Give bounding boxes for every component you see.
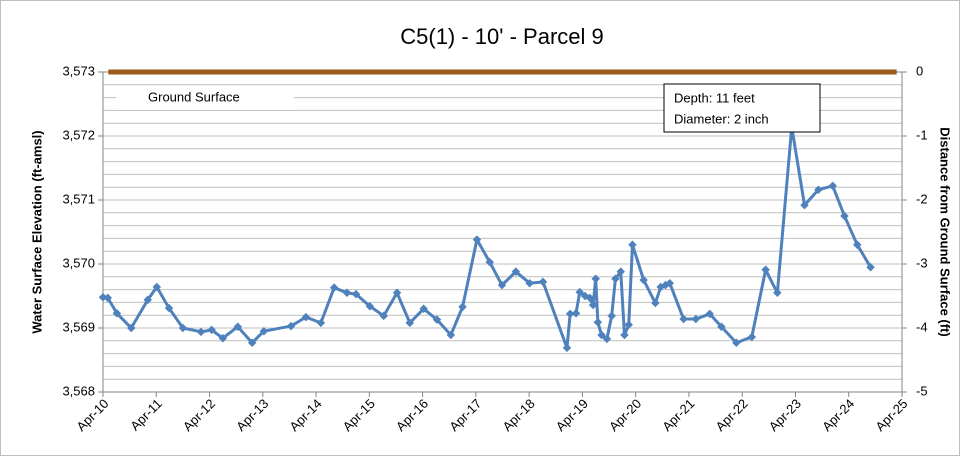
data-point: [497, 280, 507, 290]
y-tick-label: 3,568: [62, 383, 95, 398]
y2-tick-label: -4: [916, 319, 928, 334]
data-point: [152, 282, 162, 292]
data-point: [866, 262, 875, 272]
data-point: [732, 338, 741, 347]
data-point: [624, 320, 633, 330]
data-point: [607, 311, 616, 321]
data-point: [679, 314, 688, 324]
data-point: [446, 330, 456, 340]
data-point: [620, 330, 629, 340]
y-tick-label: 3,570: [62, 255, 95, 270]
data-point: [485, 257, 494, 267]
data-point: [207, 325, 216, 335]
data-point: [233, 322, 243, 331]
data-point: [458, 302, 467, 312]
chart-title: C5(1) - 10' - Parcel 9: [400, 24, 604, 49]
y2-tick-label: -1: [916, 127, 928, 142]
data-point: [585, 293, 595, 303]
y2-tick-label: -5: [916, 383, 928, 398]
annotation-text: Diameter: 2 inch: [674, 111, 769, 126]
data-point: [616, 267, 625, 276]
data-point: [597, 330, 606, 340]
data-point: [472, 235, 482, 244]
data-point: [639, 275, 648, 285]
data-point: [103, 293, 113, 303]
data-point: [351, 289, 361, 299]
data-point: [525, 278, 534, 288]
data-point: [591, 274, 600, 283]
data-point: [651, 298, 660, 308]
data-point: [178, 323, 188, 333]
data-point: [432, 315, 442, 324]
data-point: [611, 274, 620, 283]
y2-axis-label: Distance from Ground Surface (ft): [938, 127, 953, 336]
y2-tick-label: -2: [916, 191, 928, 206]
data-point: [565, 309, 575, 319]
data-point: [164, 303, 174, 313]
data-point: [419, 304, 428, 314]
y2-tick-label: 0: [916, 63, 923, 78]
data-point: [665, 278, 674, 288]
data-point: [379, 311, 388, 321]
data-point: [112, 309, 122, 318]
data-point: [571, 309, 581, 318]
data-point: [602, 334, 612, 344]
data-point: [286, 321, 296, 331]
data-point: [392, 288, 402, 298]
data-point: [196, 327, 206, 337]
data-point: [717, 322, 726, 331]
legend-box: [116, 86, 294, 110]
data-point: [538, 277, 548, 287]
data-point: [247, 338, 257, 347]
y-tick-label: 3,573: [62, 63, 95, 78]
data-point: [705, 309, 714, 319]
data-point: [365, 301, 375, 311]
data-point: [342, 288, 352, 298]
data-point: [126, 323, 136, 333]
data-point: [316, 318, 326, 328]
data-point: [405, 318, 415, 328]
data-point: [747, 332, 757, 342]
legend-label: Ground Surface: [148, 89, 240, 104]
y2-tick-label: -3: [916, 255, 928, 270]
data-point: [761, 265, 770, 275]
data-point: [218, 333, 228, 343]
data-point: [511, 267, 521, 276]
data-point: [691, 314, 701, 324]
y-tick-label: 3,572: [62, 127, 95, 142]
data-point: [143, 295, 152, 305]
annotation-text: Depth: 11 feet: [674, 90, 755, 105]
annotation-box: [663, 83, 821, 133]
y-axis-label: Water Surface Elevation (ft-amsl): [29, 130, 44, 333]
data-point: [329, 283, 339, 292]
data-point: [259, 326, 269, 336]
data-point: [593, 317, 603, 327]
data-point: [301, 312, 311, 322]
data-point: [575, 287, 584, 297]
data-point: [562, 343, 572, 353]
y-tick-label: 3,569: [62, 319, 95, 334]
data-point: [773, 288, 782, 298]
y-tick-label: 3,571: [62, 191, 95, 206]
data-point: [588, 300, 598, 310]
